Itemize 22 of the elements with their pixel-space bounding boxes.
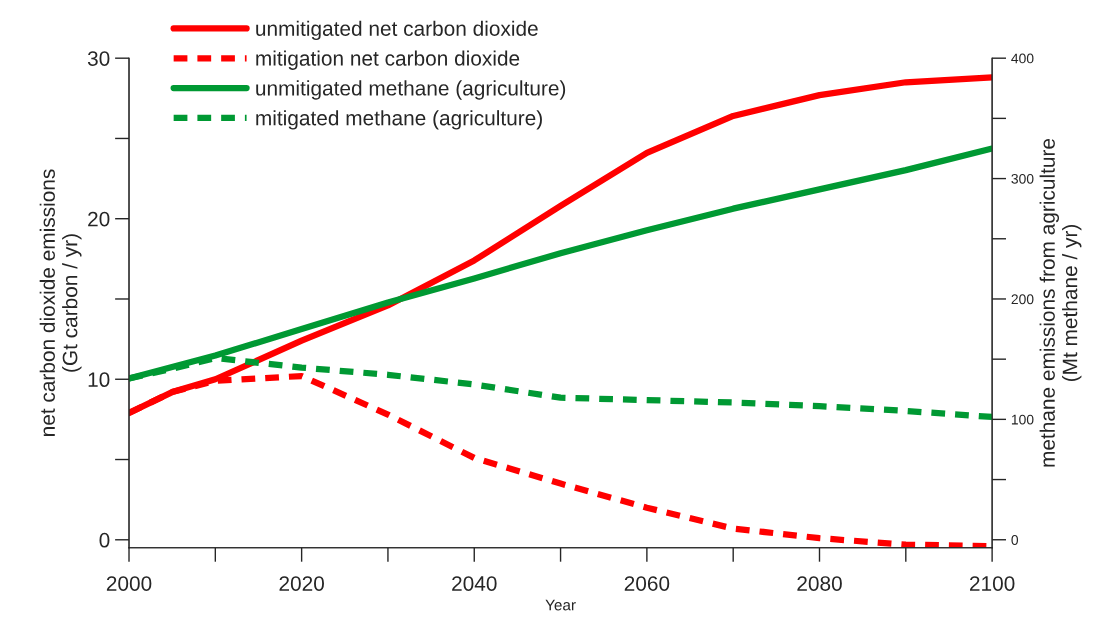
y-tick-label: 0 — [99, 532, 110, 548]
legend-label: mitigated methane (agriculture) — [256, 110, 542, 130]
y2-tick-label: 300 — [1011, 173, 1034, 184]
x-tick-label: 2020 — [279, 576, 324, 591]
y2-tick-label: 200 — [1011, 294, 1034, 305]
y-tick-label: 20 — [88, 211, 110, 227]
legend-label: unmitigated methane (agriculture) — [256, 80, 566, 100]
legend-label: mitigation net carbon dioxide — [256, 50, 520, 70]
y-axis-title: net carbon dioxide emissions (Gt carbon / yr) — [39, 169, 82, 436]
y-tick-label: 10 — [88, 372, 110, 388]
legend-label: unmitigated net carbon dioxide — [256, 20, 538, 41]
x-tick-label: 2040 — [452, 576, 497, 591]
x-tick-label: 2100 — [970, 576, 1015, 591]
y2-tick-label: 400 — [1011, 53, 1034, 64]
y-tick-label: 30 — [87, 51, 110, 66]
y2-axis-title: methane emissions from agriculture (Mt methane / yr) — [1039, 138, 1082, 467]
x-tick-label: 2080 — [797, 576, 842, 591]
y2-tick-label: 100 — [1011, 414, 1034, 425]
y2-tick-label: 0 — [1011, 535, 1019, 545]
x-axis-title: Year — [545, 599, 576, 611]
x-tick-label: 2060 — [624, 576, 670, 591]
x-tick-label: 2000 — [106, 576, 152, 591]
